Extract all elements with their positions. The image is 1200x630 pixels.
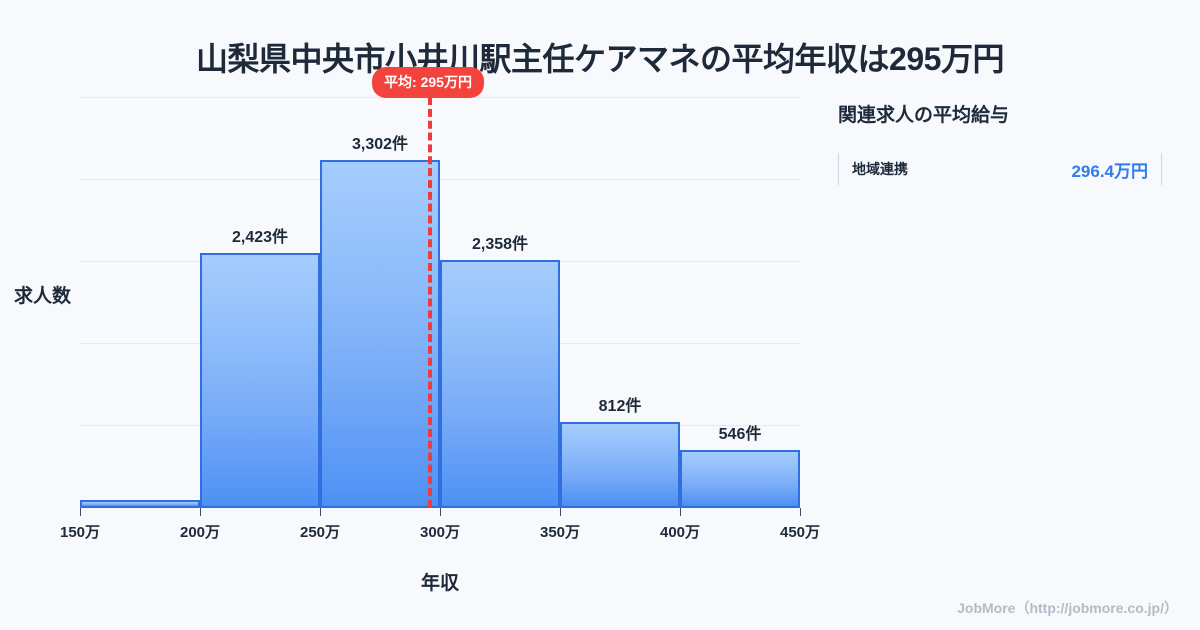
related-salary-row-value: 296.4万円 [1071,161,1148,181]
bar[interactable] [320,160,440,508]
plot-area: 2,423件 3,302件 2,358件 812件 546件 150万 200万 250万 30… [60,67,820,541]
x-axis-tick-label: 400万 [659,524,701,541]
page-title: 山梨県中央市小井川駅主任ケアマネの平均年収は295万円 [196,41,1004,77]
bar[interactable] [560,422,680,508]
x-axis-tick-label: 200万 [179,524,221,541]
x-axis-title: 年収 [420,573,459,594]
bar-value-label: 812件 [598,398,642,416]
footer-watermark: JobMore（http://jobmore.co.jp/） [957,600,1178,616]
related-salary-row[interactable]: 地域連携 296.4万円 [838,151,1162,187]
related-salary-rows: 地域連携 296.4万円 [838,151,1178,187]
x-axis-tick-label: 450万 [779,524,821,541]
x-axis-tick [560,508,561,516]
bar[interactable] [440,259,560,508]
y-axis-title: 求人数 [14,286,72,307]
bar[interactable] [80,500,200,508]
average-line [428,97,432,508]
gridline [80,179,800,180]
x-axis-tick-label: 150万 [59,524,101,541]
x-axis-tick [800,508,801,516]
bar-value-label: 546件 [718,426,762,444]
x-axis-tick [440,508,441,516]
related-salary-title: 関連求人の平均給与 [838,105,1010,126]
chart-plot-wrapper: 求人数 2,423件 3,302件 2,358件 812件 546件 150万 200万 25… [14,67,820,594]
bar[interactable] [680,450,800,508]
x-axis-tick-label: 300万 [419,524,461,541]
x-axis-tick [200,508,201,516]
bar-value-label: 3,302件 [351,136,409,154]
x-axis-tick [680,508,681,516]
bar[interactable] [200,252,320,508]
bar-value-label: 2,423件 [231,228,289,246]
x-axis-tick-label: 350万 [539,524,581,541]
x-axis-tick [80,508,81,516]
related-salary-row-label: 地域連携 [852,161,908,177]
x-axis-tick-label: 250万 [299,524,341,541]
x-axis-tick [320,508,321,516]
related-salary-panel: 関連求人の平均給与 地域連携 296.4万円 [838,100,1178,187]
bar-value-label: 2,358件 [471,235,529,253]
average-badge: 平均: 295万円 [372,67,484,98]
